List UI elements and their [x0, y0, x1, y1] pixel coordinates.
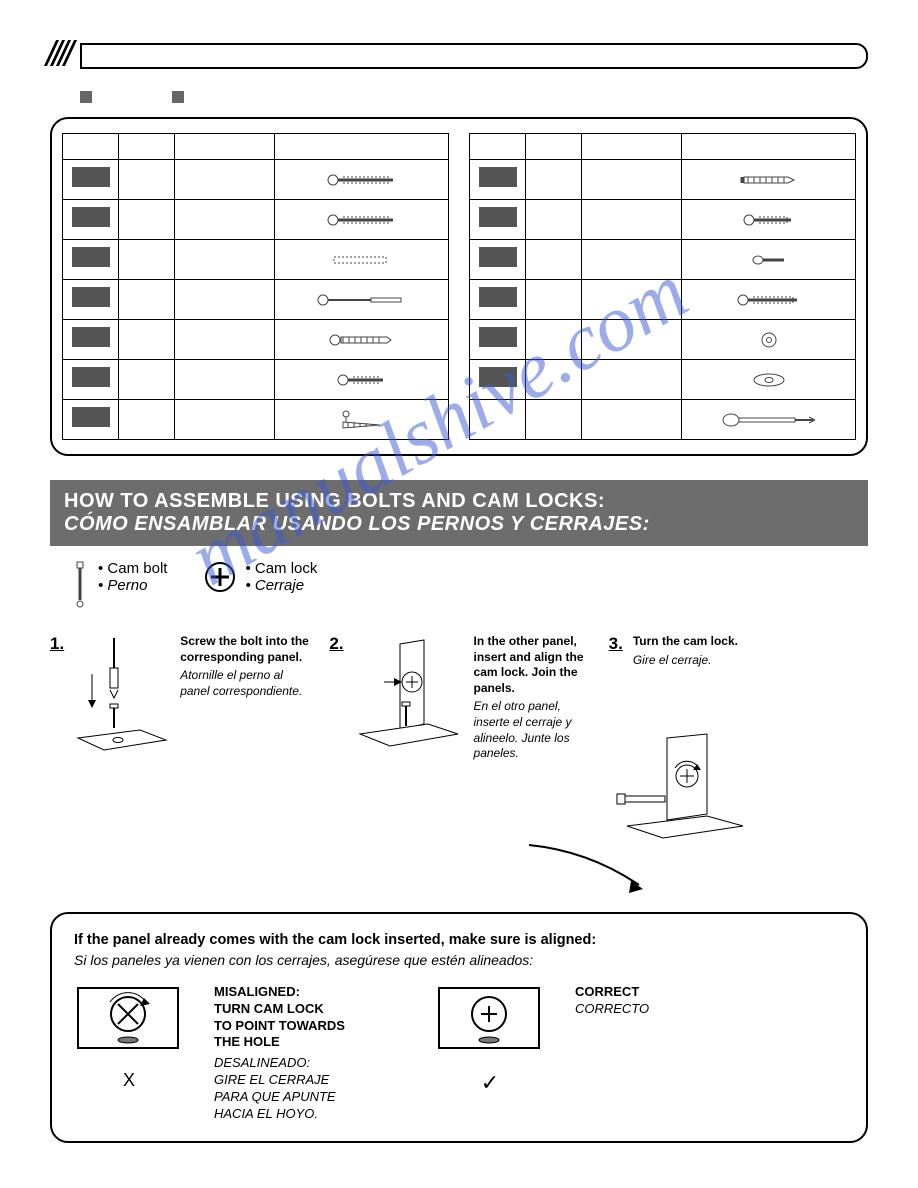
correct-icon — [435, 984, 545, 1064]
align-head-es: Si los paneles ya vienen con los cerraje… — [74, 952, 844, 968]
flow-arrow — [330, 841, 868, 906]
align-head-en: If the panel already comes with the cam … — [74, 932, 844, 948]
legend-bolt-es: Perno — [98, 577, 167, 594]
misaligned-text: MISALIGNED: TURN CAM LOCK TO POINT TOWAR… — [214, 984, 345, 1123]
misaligned-icon — [74, 984, 184, 1064]
legend-lock-es: Cerraje — [245, 577, 317, 594]
mis-es: DESALINEADO: GIRE EL CERRAJE PARA QUE AP… — [214, 1055, 345, 1123]
bullet-sq — [172, 91, 184, 103]
alignment-panel: If the panel already comes with the cam … — [50, 912, 868, 1143]
mis-title: MISALIGNED: TURN CAM LOCK TO POINT TOWAR… — [214, 984, 345, 1052]
step1-es: Atornille el perno al panel correspondie… — [180, 668, 309, 699]
step3-diagram — [609, 732, 749, 842]
cam-lock-icon — [203, 560, 237, 594]
step-num: 2. — [329, 634, 343, 654]
misaligned-col: X — [74, 984, 184, 1091]
check-mark: ✓ — [481, 1070, 499, 1096]
header-bar — [50, 40, 868, 71]
legend-bolt-en: Cam bolt — [98, 560, 167, 577]
assembly-heading: HOW TO ASSEMBLE USING BOLTS AND CAM LOCK… — [50, 480, 868, 546]
bullet-row — [80, 91, 868, 103]
step-num: 3. — [609, 634, 623, 654]
correct-col: ✓ — [435, 984, 545, 1096]
correct-text: CORRECT CORRECTO — [575, 984, 649, 1018]
legend-lock-en: Cam lock — [245, 560, 317, 577]
step1-en: Screw the bolt into the corresponding pa… — [180, 634, 309, 665]
step-num: 1. — [50, 634, 64, 654]
x-mark: X — [123, 1070, 135, 1091]
heading-en: HOW TO ASSEMBLE USING BOLTS AND CAM LOCK… — [64, 490, 854, 513]
correct-en: CORRECT — [575, 984, 649, 1001]
slash-marks — [50, 40, 74, 71]
legend: Cam bolt Perno Cam lock Cerraje — [70, 560, 868, 608]
hardware-table-right — [469, 133, 856, 440]
heading-es: CÓMO ENSAMBLAR USANDO LOS PERNOS Y CERRA… — [64, 513, 854, 536]
header-rule — [80, 43, 868, 69]
bullet-sq — [80, 91, 92, 103]
hardware-table-left — [62, 133, 449, 440]
step2-en: In the other panel, insert and align the… — [474, 634, 589, 696]
step3-es: Gire el cerraje. — [633, 653, 738, 669]
step3-en: Turn the cam lock. — [633, 634, 738, 650]
correct-es: CORRECTO — [575, 1001, 649, 1018]
cam-bolt-icon — [70, 560, 90, 608]
hardware-panel — [50, 117, 868, 456]
